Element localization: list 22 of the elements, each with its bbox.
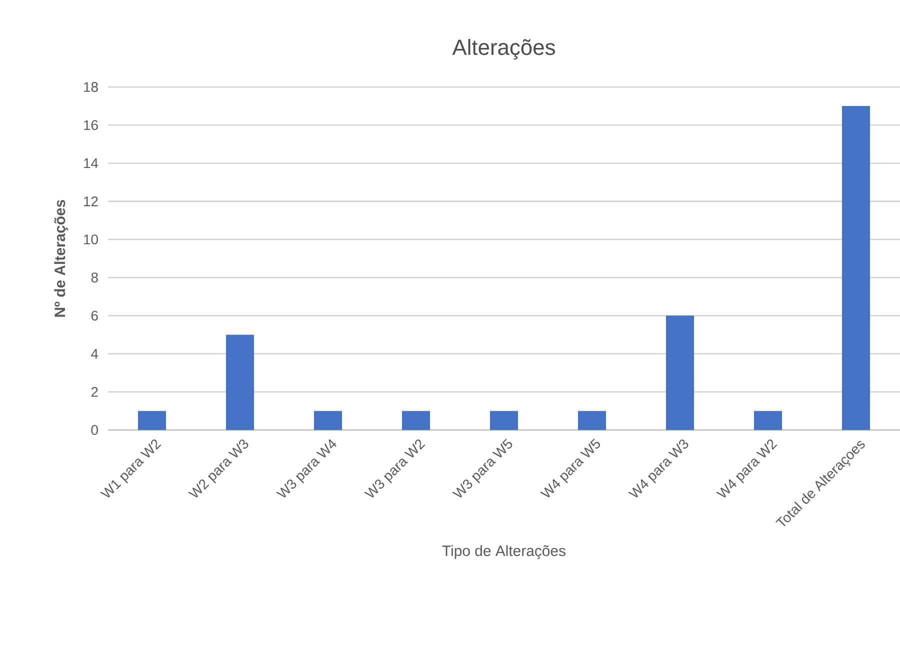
y-tick-label: 10 <box>84 234 98 244</box>
bar <box>314 410 342 430</box>
bar <box>754 410 782 430</box>
y-tick-label: 0 <box>91 425 98 435</box>
bar <box>138 410 166 430</box>
bar <box>842 106 870 430</box>
chart-title: Alterações <box>452 38 555 60</box>
y-tick-label: 18 <box>84 82 98 92</box>
y-tick-label: 14 <box>84 158 98 168</box>
bar <box>578 410 606 430</box>
y-tick-label: 16 <box>84 120 98 130</box>
bar <box>490 410 518 430</box>
x-axis-title: Tipo de Alterações <box>442 545 566 560</box>
y-tick-label: 2 <box>91 387 98 397</box>
y-axis-title: Nº de Alterações <box>54 200 68 317</box>
bar <box>666 316 694 430</box>
y-tick-label: 12 <box>84 196 98 206</box>
y-tick-label: 8 <box>91 272 98 282</box>
bar <box>226 334 254 430</box>
bar <box>402 410 430 430</box>
y-tick-label: 6 <box>91 310 98 321</box>
y-tick-label: 4 <box>91 348 98 359</box>
